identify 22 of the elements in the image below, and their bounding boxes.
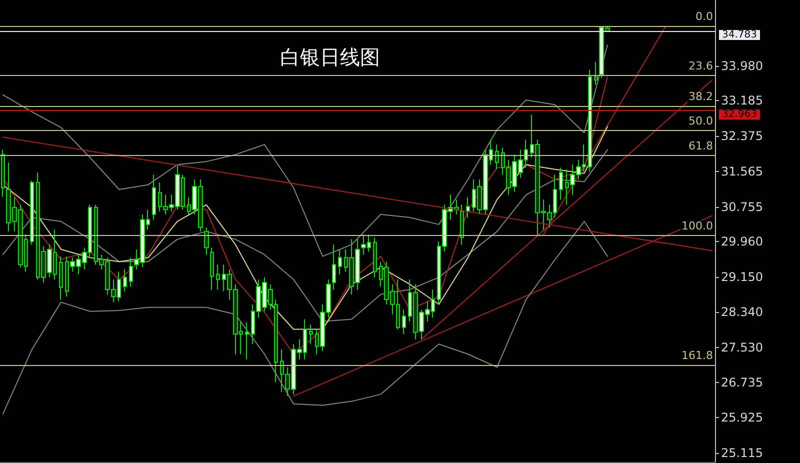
y-tick-label: 25.925 <box>721 410 763 425</box>
y-tick-label: 28.340 <box>721 305 763 320</box>
y-tick-label: 29.960 <box>721 234 763 248</box>
y-tick-label: 29.150 <box>721 270 763 284</box>
annotation: 0.0 <box>696 10 714 24</box>
y-tick-label: 33.185 <box>721 94 763 108</box>
annotation: 38.2 <box>688 90 714 104</box>
text: 白银日线图 <box>280 45 380 69</box>
annotation: 161.8 <box>682 349 714 362</box>
y-tick-label: 25.115 <box>721 446 763 460</box>
y-tick-label: 32.375 <box>721 129 763 144</box>
annotation: 23.6 <box>688 60 714 73</box>
annotation: 61.8 <box>688 139 714 152</box>
y-tick-label: 33.980 <box>721 58 763 73</box>
annotation: 100.0 <box>682 219 714 232</box>
ref-line-label: 34.783 <box>722 30 757 41</box>
y-tick-label: 31.565 <box>721 164 763 178</box>
annotation: 50.0 <box>688 114 714 128</box>
ref-line-label: 32.963 <box>722 108 757 120</box>
y-tick-label: 27.530 <box>721 340 763 355</box>
y-tick-label: 30.755 <box>721 200 763 214</box>
y-tick-label: 26.735 <box>721 375 763 390</box>
